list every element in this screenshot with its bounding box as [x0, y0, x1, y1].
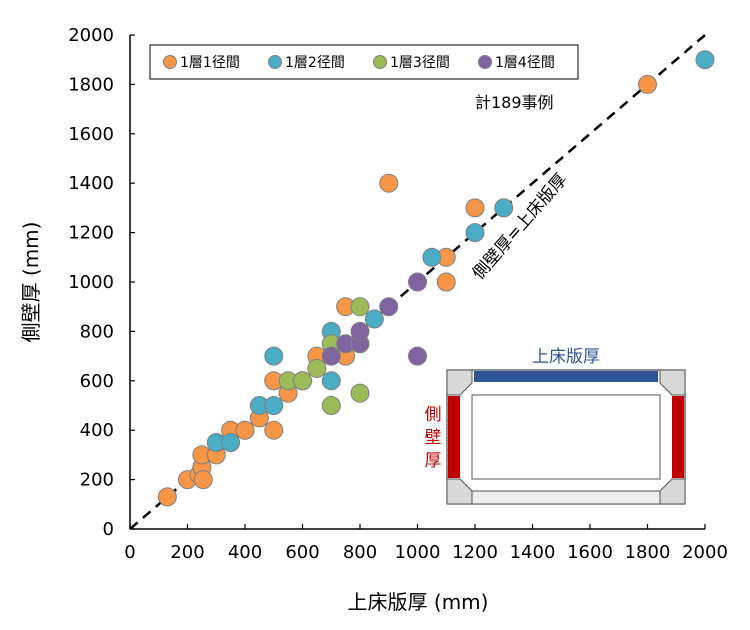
- data-point-series-2: [364, 309, 384, 329]
- data-point-series-1: [638, 74, 657, 94]
- top-slab-label: 上床版厚: [532, 347, 600, 367]
- y-tick-label: 200: [80, 470, 114, 491]
- legend-marker: [268, 55, 282, 69]
- x-axis: 0 200 400 600 800 1000 1200 1400 1600 1800 2000: [124, 524, 728, 563]
- x-tick-label: 800: [343, 542, 377, 563]
- data-point-series-3: [307, 358, 327, 378]
- data-point-series-2: [422, 247, 442, 267]
- data-point-series-4: [379, 297, 399, 317]
- data-points: [157, 50, 715, 507]
- x-tick-label: 1000: [395, 542, 441, 563]
- legend-marker: [478, 55, 492, 69]
- cross-section-diagram: 上床版厚 側 壁 厚: [425, 347, 686, 505]
- x-tick-label: 400: [228, 542, 262, 563]
- data-point-series-2: [264, 346, 284, 366]
- reference-line-label: 側壁厚=上床版厚: [469, 170, 572, 284]
- side-wall-label-char: 厚: [425, 451, 442, 471]
- x-tick-label: 1600: [567, 542, 613, 563]
- x-tick-label: 2000: [682, 542, 728, 563]
- data-point-series-1: [193, 470, 213, 490]
- data-point-series-1: [379, 173, 399, 193]
- y-axis-title: 側壁厚 (mm): [19, 222, 43, 343]
- data-point-series-2: [221, 433, 241, 453]
- data-point-series-3: [350, 383, 370, 403]
- data-point-series-2: [465, 223, 485, 243]
- side-wall-label-char: 側: [425, 405, 442, 425]
- case-count-annotation: 計189事例: [475, 93, 554, 112]
- data-point-series-2: [695, 50, 715, 70]
- x-tick-label: 0: [124, 542, 135, 563]
- data-point-series-2: [264, 396, 284, 415]
- y-tick-label: 1000: [68, 272, 114, 293]
- legend-label: 1層2径間: [285, 55, 345, 71]
- data-point-series-3: [350, 297, 370, 317]
- y-tick-label: 2000: [68, 25, 114, 46]
- data-point-series-3: [321, 396, 341, 415]
- legend: 1層1径間 1層2径間 1層3径間 1層4径間: [149, 44, 579, 80]
- x-tick-label: 600: [285, 542, 319, 563]
- legend-label: 1層1径間: [180, 55, 240, 71]
- side-wall-label-char: 壁: [425, 428, 442, 448]
- top-slab-highlight: [474, 371, 658, 382]
- haunch-bottom-right: [659, 478, 686, 505]
- left-wall-highlight: [448, 396, 460, 478]
- x-axis-title: 上床版厚 (mm): [348, 590, 489, 614]
- y-tick-label: 0: [103, 519, 114, 540]
- data-point-series-1: [157, 487, 177, 507]
- data-point-series-4: [408, 346, 427, 366]
- x-tick-label: 1200: [452, 542, 498, 563]
- data-point-series-1: [264, 420, 284, 440]
- legend-label: 1層4径間: [495, 55, 555, 71]
- haunch-top-left: [446, 369, 473, 396]
- data-point-series-4: [321, 346, 341, 366]
- y-tick-label: 800: [80, 321, 114, 342]
- legend-label: 1層3径間: [390, 55, 450, 71]
- y-tick-label: 1400: [68, 173, 114, 194]
- data-point-series-2: [321, 371, 341, 391]
- right-wall-highlight: [672, 396, 684, 478]
- box-culvert-inner: [471, 394, 661, 480]
- data-point-series-1: [235, 420, 255, 440]
- legend-marker: [163, 55, 177, 69]
- data-point-series-1: [465, 198, 485, 218]
- legend-marker: [373, 55, 387, 69]
- y-tick-label: 1800: [68, 74, 114, 95]
- data-point-series-3: [293, 371, 312, 391]
- y-tick-label: 600: [80, 371, 114, 392]
- y-axis: 0 200 400 600 800 1000 1200 1400 1600 1800 2000: [68, 25, 135, 540]
- x-tick-label: 1400: [510, 542, 556, 563]
- y-tick-label: 1200: [68, 223, 114, 244]
- y-tick-label: 1600: [68, 124, 114, 145]
- haunch-top-right: [659, 369, 686, 396]
- y-tick-label: 400: [80, 420, 114, 441]
- x-tick-label: 200: [170, 542, 204, 563]
- data-point-series-2: [494, 198, 514, 218]
- data-point-series-4: [408, 272, 427, 292]
- bottom-slab: [471, 490, 661, 505]
- data-point-series-1: [436, 272, 456, 292]
- haunch-bottom-left: [446, 478, 473, 505]
- x-tick-label: 1800: [625, 542, 671, 563]
- data-point-series-4: [350, 321, 370, 341]
